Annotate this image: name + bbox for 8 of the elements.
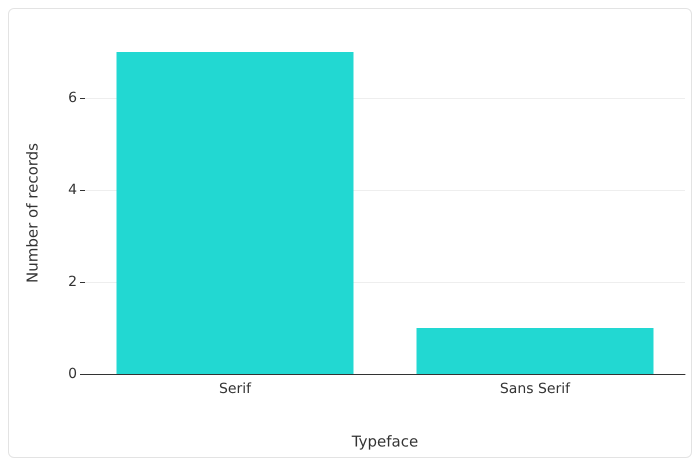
x-axis-title: Typeface	[350, 432, 418, 450]
y-axis-title: Number of records	[24, 142, 42, 283]
y-tick-label: 0	[68, 366, 77, 382]
x-tick-label: Serif	[218, 381, 252, 397]
y-tick-label: 4	[68, 182, 78, 198]
y-tick-label: 6	[68, 90, 78, 106]
y-tick-label: 2	[68, 274, 77, 290]
x-tick-label: Sans Serif	[500, 381, 572, 397]
